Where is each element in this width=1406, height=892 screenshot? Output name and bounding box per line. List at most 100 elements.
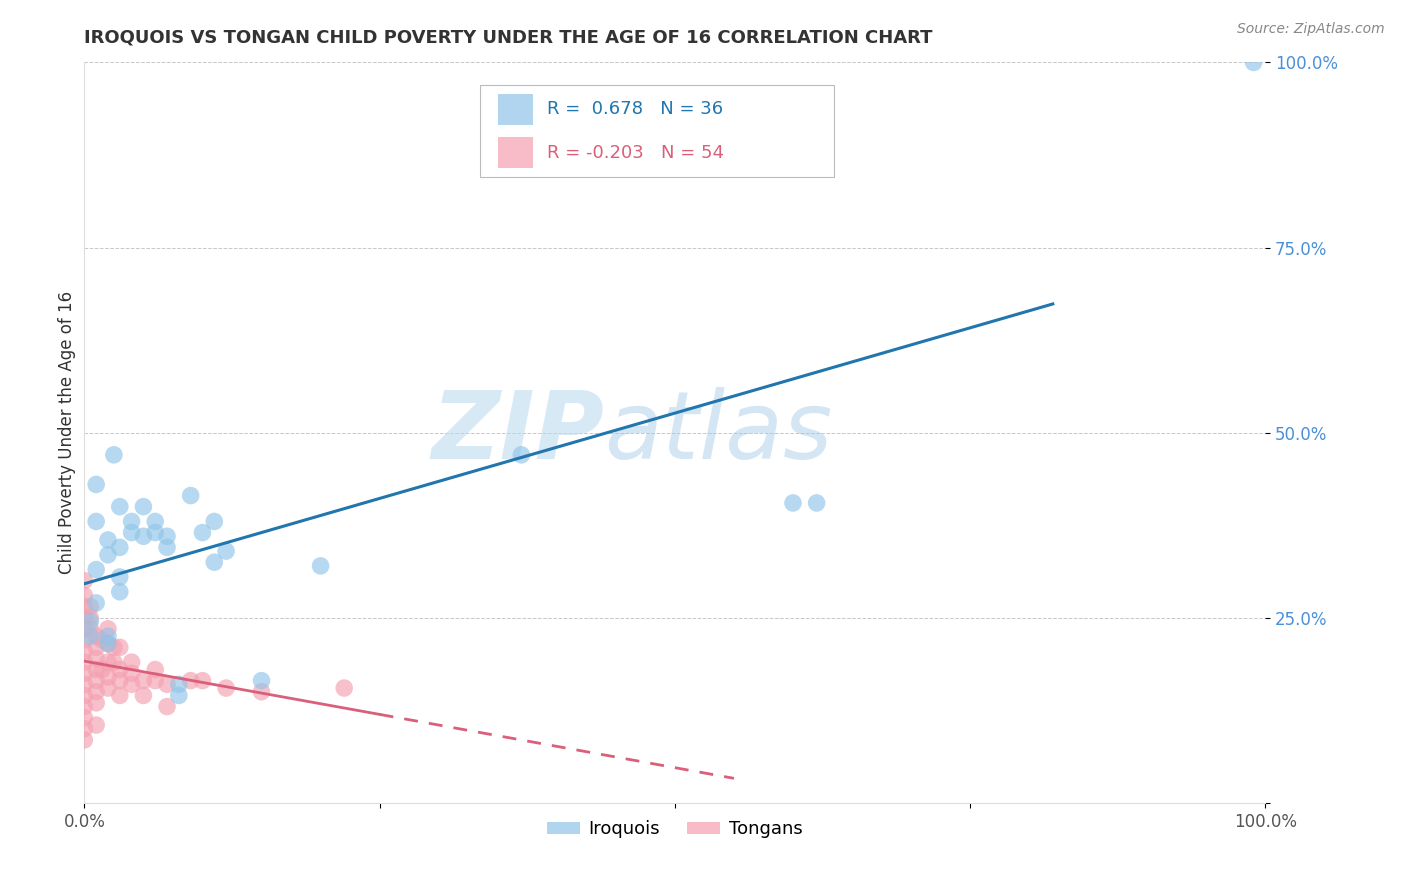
Point	[250, 685, 273, 699]
Point	[79, 610, 101, 624]
Y-axis label: Child Poverty Under the Age of 16: Child Poverty Under the Age of 16	[58, 291, 76, 574]
Point	[91, 632, 114, 647]
Point	[143, 515, 166, 529]
Point	[97, 533, 120, 547]
Point	[191, 525, 214, 540]
FancyBboxPatch shape	[498, 94, 533, 125]
Point	[108, 663, 131, 677]
Point	[84, 477, 107, 491]
Point	[97, 637, 120, 651]
Point	[132, 689, 155, 703]
Point	[97, 548, 120, 562]
Point	[84, 673, 107, 688]
Point	[103, 655, 125, 669]
Point	[333, 681, 356, 695]
Point	[73, 644, 96, 658]
Point	[121, 655, 143, 669]
Point	[97, 622, 120, 636]
Point	[84, 696, 107, 710]
Point	[180, 673, 202, 688]
Point	[202, 555, 225, 569]
FancyBboxPatch shape	[479, 85, 834, 178]
Point	[132, 673, 155, 688]
Point	[73, 622, 96, 636]
Point	[73, 722, 96, 736]
Point	[103, 448, 125, 462]
Point	[121, 666, 143, 681]
Point	[73, 711, 96, 725]
Point	[143, 663, 166, 677]
Point	[79, 615, 101, 629]
Point	[79, 622, 101, 636]
Point	[121, 525, 143, 540]
Point	[84, 629, 107, 643]
Point	[156, 529, 179, 543]
Point	[84, 663, 107, 677]
Point	[79, 599, 101, 614]
Point	[143, 673, 166, 688]
Point	[73, 655, 96, 669]
Point	[202, 515, 225, 529]
Point	[73, 574, 96, 588]
Point	[108, 640, 131, 655]
Point	[156, 541, 179, 555]
Point	[132, 529, 155, 543]
Point	[806, 496, 828, 510]
Point	[156, 677, 179, 691]
Point	[191, 673, 214, 688]
Point	[108, 500, 131, 514]
Point	[180, 489, 202, 503]
Text: atlas: atlas	[605, 387, 832, 478]
Point	[250, 673, 273, 688]
Point	[97, 655, 120, 669]
Point	[97, 629, 120, 643]
Point	[309, 558, 332, 573]
Point	[1243, 55, 1265, 70]
Point	[73, 599, 96, 614]
Text: Source: ZipAtlas.com: Source: ZipAtlas.com	[1237, 22, 1385, 37]
Point	[79, 629, 101, 643]
Point	[143, 525, 166, 540]
Point	[97, 637, 120, 651]
Point	[510, 448, 533, 462]
Point	[73, 632, 96, 647]
Point	[97, 670, 120, 684]
Point	[782, 496, 804, 510]
Point	[73, 610, 96, 624]
Point	[73, 677, 96, 691]
Point	[215, 544, 238, 558]
Point	[108, 584, 131, 599]
Point	[215, 681, 238, 695]
Point	[121, 677, 143, 691]
FancyBboxPatch shape	[498, 137, 533, 169]
Point	[97, 681, 120, 695]
Point	[73, 699, 96, 714]
Point	[108, 689, 131, 703]
Point	[91, 663, 114, 677]
Point	[167, 689, 190, 703]
Text: R =  0.678   N = 36: R = 0.678 N = 36	[547, 100, 724, 118]
Text: IROQUOIS VS TONGAN CHILD POVERTY UNDER THE AGE OF 16 CORRELATION CHART: IROQUOIS VS TONGAN CHILD POVERTY UNDER T…	[84, 29, 932, 47]
Point	[73, 689, 96, 703]
Point	[108, 673, 131, 688]
Point	[84, 685, 107, 699]
Point	[73, 589, 96, 603]
Point	[121, 515, 143, 529]
Point	[84, 718, 107, 732]
Point	[84, 563, 107, 577]
Text: ZIP: ZIP	[432, 386, 605, 479]
Point	[108, 570, 131, 584]
Point	[108, 541, 131, 555]
Point	[156, 699, 179, 714]
Point	[84, 651, 107, 665]
Point	[84, 596, 107, 610]
Point	[84, 640, 107, 655]
Point	[167, 677, 190, 691]
Point	[132, 500, 155, 514]
Point	[103, 640, 125, 655]
Text: R = -0.203   N = 54: R = -0.203 N = 54	[547, 144, 724, 161]
Point	[84, 515, 107, 529]
Point	[73, 666, 96, 681]
Point	[73, 732, 96, 747]
Legend: Iroquois, Tongans: Iroquois, Tongans	[540, 814, 810, 846]
